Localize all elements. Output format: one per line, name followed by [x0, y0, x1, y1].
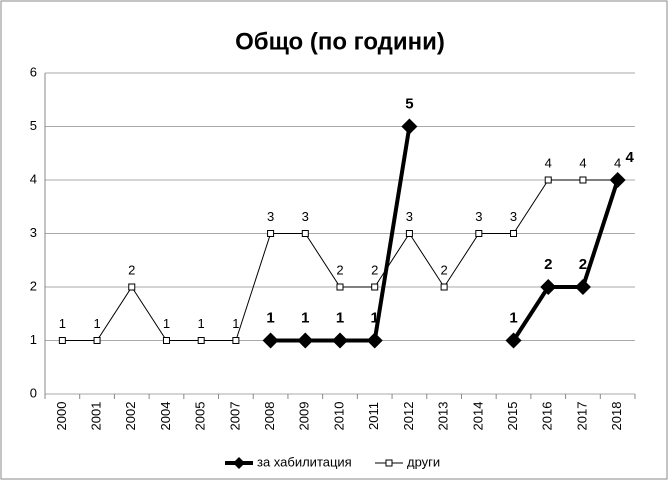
data-label: 4: [614, 155, 621, 170]
data-label: 1: [266, 309, 274, 326]
data-label: 2: [336, 262, 343, 277]
data-label: 1: [232, 316, 239, 331]
y-tick-label: 0: [30, 385, 37, 400]
data-label: 1: [371, 309, 379, 326]
x-tick-label: 2012: [401, 402, 416, 431]
data-label: 3: [510, 209, 517, 224]
x-tick-label: 2005: [193, 402, 208, 431]
marker: [544, 176, 552, 184]
data-label: 3: [406, 209, 413, 224]
marker: [574, 279, 591, 295]
x-tick-label: 2017: [574, 402, 589, 431]
x-tick-label: 2004: [158, 402, 173, 431]
marker: [371, 283, 379, 291]
y-tick-label: 1: [30, 332, 37, 347]
data-label: 1: [163, 316, 170, 331]
x-tick-label: 2009: [297, 402, 312, 431]
data-label: 1: [301, 309, 309, 326]
data-label: 1: [59, 316, 66, 331]
marker: [267, 230, 275, 237]
marker: [440, 283, 448, 291]
x-tick-label: 2010: [331, 402, 346, 431]
data-label: 4: [579, 155, 586, 170]
x-tick-label: 2018: [609, 402, 624, 431]
x-tick-label: 2001: [88, 402, 103, 431]
marker: [332, 332, 348, 349]
data-label: 4: [545, 155, 552, 170]
marker: [93, 337, 101, 344]
y-tick-label: 5: [30, 118, 37, 133]
y-tick-label: 2: [30, 278, 37, 293]
legend-label: за хабилитация: [257, 454, 352, 469]
marker: [301, 230, 309, 237]
x-tick-label: 2011: [366, 402, 381, 430]
y-tick-label: 3: [30, 225, 37, 240]
marker: [401, 118, 418, 135]
marker: [197, 337, 205, 344]
y-tick-label: 4: [30, 171, 37, 186]
x-tick-label: 2014: [470, 402, 485, 431]
data-label: 3: [267, 209, 274, 224]
data-label: 1: [93, 316, 100, 331]
y-tick-label: 6: [30, 64, 37, 79]
marker: [579, 176, 587, 184]
x-tick-label: 2016: [540, 402, 555, 431]
legend-marker: [233, 457, 245, 469]
marker: [540, 279, 557, 295]
marker: [609, 172, 626, 188]
chart-title: Общо (по години): [235, 28, 445, 55]
x-tick-label: 2015: [505, 402, 520, 431]
marker: [405, 230, 413, 237]
legend-label: други: [407, 454, 440, 469]
series-line: [511, 179, 620, 342]
data-label: 3: [475, 209, 482, 224]
legend-marker: [385, 459, 393, 467]
data-label: 3: [302, 209, 309, 224]
marker: [336, 283, 344, 291]
marker: [297, 332, 314, 349]
marker: [510, 230, 518, 237]
data-label: 1: [509, 309, 517, 326]
x-tick-label: 2007: [227, 402, 242, 431]
marker: [162, 337, 170, 344]
data-label: 2: [128, 262, 135, 277]
data-label: 2: [579, 256, 587, 273]
x-tick-label: 2013: [436, 402, 451, 431]
marker: [128, 283, 136, 291]
marker: [58, 337, 66, 344]
data-label: 5: [405, 95, 413, 112]
data-label: 1: [198, 316, 205, 331]
data-label: 2: [371, 262, 378, 277]
data-label: 2: [544, 256, 552, 273]
x-tick-label: 2008: [262, 402, 277, 431]
data-label: 2: [441, 262, 448, 277]
marker: [475, 230, 483, 237]
marker: [505, 332, 522, 349]
x-tick-label: 2002: [123, 402, 138, 431]
data-label: 4: [625, 149, 634, 166]
x-tick-label: 2000: [54, 402, 69, 431]
marker: [232, 337, 240, 344]
marker: [262, 332, 279, 349]
data-label: 1: [336, 309, 344, 326]
marker: [366, 332, 383, 349]
